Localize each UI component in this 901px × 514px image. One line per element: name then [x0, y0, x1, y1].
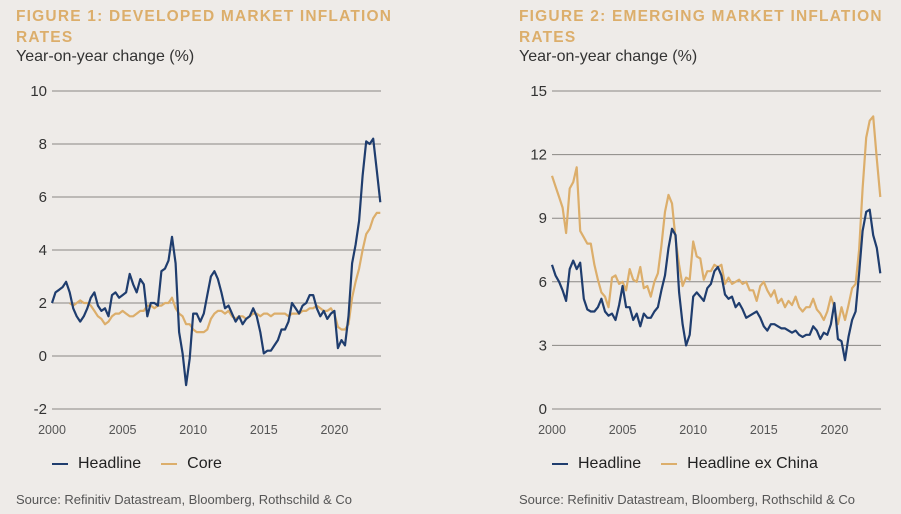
- legend-label-headline: Headline: [578, 455, 642, 472]
- x-tick-label: 2000: [538, 423, 566, 437]
- figure-1-legend: Headline Core: [52, 455, 222, 473]
- y-tick-label: 9: [539, 210, 547, 227]
- figure-2-panel: 15 12 9 6 3 0 2000 2005 2010 2015 2020 FIGURE 2: E…: [503, 0, 901, 514]
- y-tick-label: 15: [530, 83, 547, 100]
- y-tick-label: 0: [539, 401, 547, 418]
- legend-swatch-headline-ex-china: [661, 463, 678, 465]
- x-tick-label: 2015: [250, 423, 278, 437]
- figure-2-legend: Headline Headline ex China: [552, 455, 818, 473]
- x-tick-label: 2010: [679, 423, 707, 437]
- legend-swatch-core: [161, 463, 178, 465]
- figure-1-subtitle: Year-on-year change (%): [16, 48, 195, 65]
- figure-2-subtitle: Year-on-year change (%): [519, 48, 698, 65]
- figure-2-title: FIGURE 2: EMERGING MARKET INFLATION RATE…: [519, 8, 883, 46]
- figure-2-source: Source: Refinitiv Datastream, Bloomberg,…: [519, 492, 855, 507]
- x-tick-label: 2005: [109, 423, 137, 437]
- y-tick-label: 8: [39, 136, 47, 153]
- y-tick-label: 12: [530, 147, 547, 164]
- y-tick-label: 0: [39, 348, 47, 365]
- x-tick-label: 2020: [820, 423, 848, 437]
- x-tick-label: 2010: [179, 423, 207, 437]
- series-line-headline: [50, 137, 382, 387]
- legend-item-headline: Headline: [552, 455, 641, 473]
- series-line-headline: [550, 208, 882, 362]
- legend-item-core: Core: [161, 455, 222, 473]
- y-tick-label: 10: [30, 83, 47, 100]
- y-tick-label: 4: [39, 242, 47, 259]
- figure-1-panel: 10 8 6 4 2 0 -2 2000 2005 2010 2015 2020 FIGURE 1: …: [0, 0, 450, 514]
- x-tick-label: 2020: [320, 423, 348, 437]
- figure-2-chart: 15 12 9 6 3 0 2000 2005 2010 2015 2020: [530, 83, 882, 437]
- y-tick-label: 2: [39, 295, 47, 312]
- y-tick-label: 6: [539, 274, 547, 291]
- legend-item-headline-ex-china: Headline ex China: [661, 455, 818, 473]
- figure-1-source: Source: Refinitiv Datastream, Bloomberg,…: [16, 492, 352, 507]
- x-tick-label: 2015: [750, 423, 778, 437]
- figure-1-chart: 10 8 6 4 2 0 -2 2000 2005 2010 2015 2020: [30, 83, 382, 437]
- legend-swatch-headline: [552, 463, 568, 465]
- legend-label-headline: Headline: [78, 455, 142, 472]
- y-tick-label: 6: [39, 189, 47, 206]
- legend-swatch-headline: [52, 463, 68, 465]
- series-line-headline-ex-china: [550, 115, 882, 326]
- series-line-core: [69, 211, 381, 334]
- x-tick-label: 2000: [38, 423, 66, 437]
- legend-label-headline-ex-china: Headline ex China: [687, 455, 818, 472]
- x-tick-label: 2005: [609, 423, 637, 437]
- legend-label-core: Core: [187, 455, 222, 472]
- y-tick-label: 3: [539, 337, 547, 354]
- legend-item-headline: Headline: [52, 455, 141, 473]
- y-tick-label: -2: [34, 401, 47, 418]
- figure-1-title: FIGURE 1: DEVELOPED MARKET INFLATION RAT…: [16, 8, 393, 46]
